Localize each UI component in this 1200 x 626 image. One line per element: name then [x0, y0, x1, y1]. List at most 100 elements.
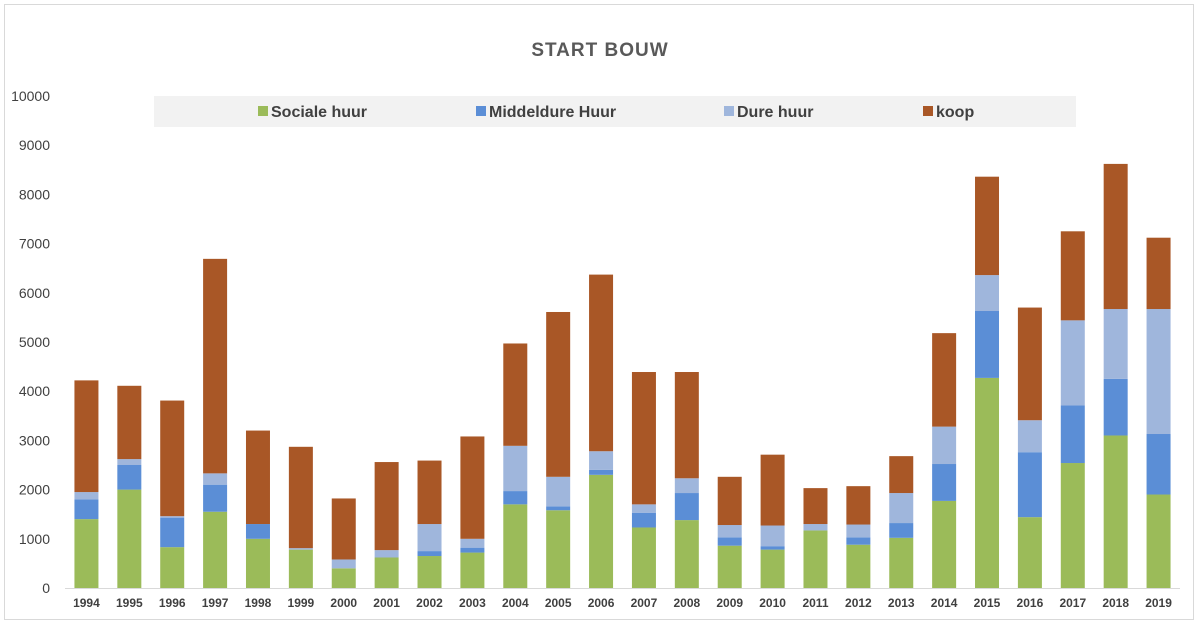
bar-2017-series-0	[1060, 463, 1085, 588]
bar-2017-series-3	[1060, 231, 1085, 321]
bar-2002-series-0	[417, 556, 442, 588]
bar-1996-series-1	[160, 517, 185, 548]
bar-2011-series-3	[803, 488, 828, 525]
x-tick-label: 2012	[845, 596, 872, 610]
bar-1998-series-3	[245, 430, 270, 525]
bar-2005-series-2	[546, 476, 571, 507]
bar-2015-series-2	[975, 275, 1000, 312]
bar-1994-series-1	[74, 499, 99, 520]
x-tick-label: 2009	[716, 596, 743, 610]
bar-2019-series-1	[1146, 434, 1171, 495]
bar-2010-series-0	[760, 549, 785, 588]
bar-2000-series-3	[331, 498, 356, 560]
bar-2004-series-1	[503, 491, 528, 505]
bar-1998-series-1	[245, 524, 270, 539]
bar-2003-series-1	[460, 547, 485, 553]
legend-swatch	[476, 106, 486, 116]
bar-1997-series-2	[203, 473, 228, 485]
x-tick-label: 2015	[974, 596, 1001, 610]
bar-2010-series-1	[760, 546, 785, 550]
bar-2007-series-1	[631, 512, 656, 528]
bar-2011-series-2	[803, 524, 828, 531]
legend-swatch	[258, 106, 268, 116]
y-tick-label: 0	[42, 580, 50, 596]
y-tick-label: 6000	[19, 285, 50, 301]
x-tick-label: 2019	[1145, 596, 1172, 610]
bar-2002-series-3	[417, 460, 442, 525]
bar-2007-series-0	[631, 527, 656, 588]
x-tick-label: 2010	[759, 596, 786, 610]
bar-2001-series-2	[374, 550, 399, 558]
bar-2019-series-2	[1146, 309, 1171, 435]
bar-2008-series-3	[674, 372, 699, 479]
bar-2014-series-1	[932, 464, 957, 501]
legend-label: koop	[936, 104, 974, 121]
bar-1994-series-3	[74, 380, 99, 493]
bar-2003-series-2	[460, 538, 485, 548]
bar-2013-series-3	[889, 456, 914, 494]
bar-1996-series-2	[160, 516, 185, 518]
x-tick-label: 1995	[116, 596, 143, 610]
bar-2005-series-0	[546, 510, 571, 588]
bar-2006-series-2	[589, 451, 614, 470]
bar-2016-series-0	[1017, 517, 1042, 588]
y-tick-label: 5000	[19, 334, 50, 350]
bar-2015-series-3	[975, 176, 1000, 276]
bar-1999-series-0	[288, 549, 313, 588]
bar-2012-series-2	[846, 524, 871, 538]
x-tick-label: 2002	[416, 596, 443, 610]
bar-2007-series-3	[631, 372, 656, 505]
bar-2017-series-2	[1060, 320, 1085, 406]
bar-2018-series-2	[1103, 309, 1128, 379]
bar-1997-series-0	[203, 511, 228, 588]
bar-2012-series-3	[846, 486, 871, 525]
y-tick-label: 3000	[19, 432, 50, 448]
bar-2016-series-3	[1017, 307, 1042, 421]
x-tick-label: 2011	[802, 596, 828, 610]
bar-2002-series-1	[417, 551, 442, 557]
x-tick-label: 1997	[202, 596, 229, 610]
bar-2012-series-0	[846, 544, 871, 588]
y-tick-label: 2000	[19, 482, 50, 498]
bar-2004-series-2	[503, 445, 528, 492]
x-tick-label: 2003	[459, 596, 486, 610]
bar-1997-series-3	[203, 258, 228, 474]
bar-2010-series-3	[760, 454, 785, 526]
x-tick-label: 2008	[673, 596, 700, 610]
legend-label: Dure huur	[737, 104, 813, 121]
bar-2009-series-0	[717, 545, 742, 588]
bar-2015-series-1	[975, 311, 1000, 378]
x-tick-label: 1996	[159, 596, 186, 610]
bar-2009-series-2	[717, 525, 742, 538]
bar-2008-series-2	[674, 478, 699, 494]
bar-2014-series-2	[932, 426, 957, 465]
bar-2014-series-3	[932, 333, 957, 427]
bar-2000-series-0	[331, 568, 356, 588]
bar-2006-series-0	[589, 474, 614, 588]
bar-2003-series-0	[460, 552, 485, 588]
bar-2000-series-2	[331, 559, 356, 569]
bar-1997-series-1	[203, 484, 228, 512]
bar-2004-series-0	[503, 504, 528, 588]
x-tick-label: 2000	[330, 596, 357, 610]
bar-2003-series-3	[460, 436, 485, 539]
bar-2013-series-2	[889, 493, 914, 524]
bar-2017-series-1	[1060, 405, 1085, 464]
bar-1998-series-0	[245, 538, 270, 588]
bar-2001-series-0	[374, 557, 399, 588]
bar-2009-series-1	[717, 537, 742, 546]
x-tick-label: 2001	[373, 596, 400, 610]
x-tick-label: 1999	[288, 596, 315, 610]
bar-2002-series-2	[417, 524, 442, 552]
bar-1994-series-2	[74, 492, 99, 500]
bar-2004-series-3	[503, 343, 528, 446]
bar-2018-series-0	[1103, 435, 1128, 588]
bar-1995-series-2	[117, 459, 142, 465]
x-tick-label: 2013	[888, 596, 915, 610]
bar-1999-series-2	[288, 548, 313, 550]
bar-1994-series-0	[74, 519, 99, 588]
bar-1996-series-3	[160, 400, 185, 517]
x-tick-label: 1998	[245, 596, 272, 610]
bar-2006-series-1	[589, 469, 614, 475]
x-tick-label: 2014	[931, 596, 958, 610]
